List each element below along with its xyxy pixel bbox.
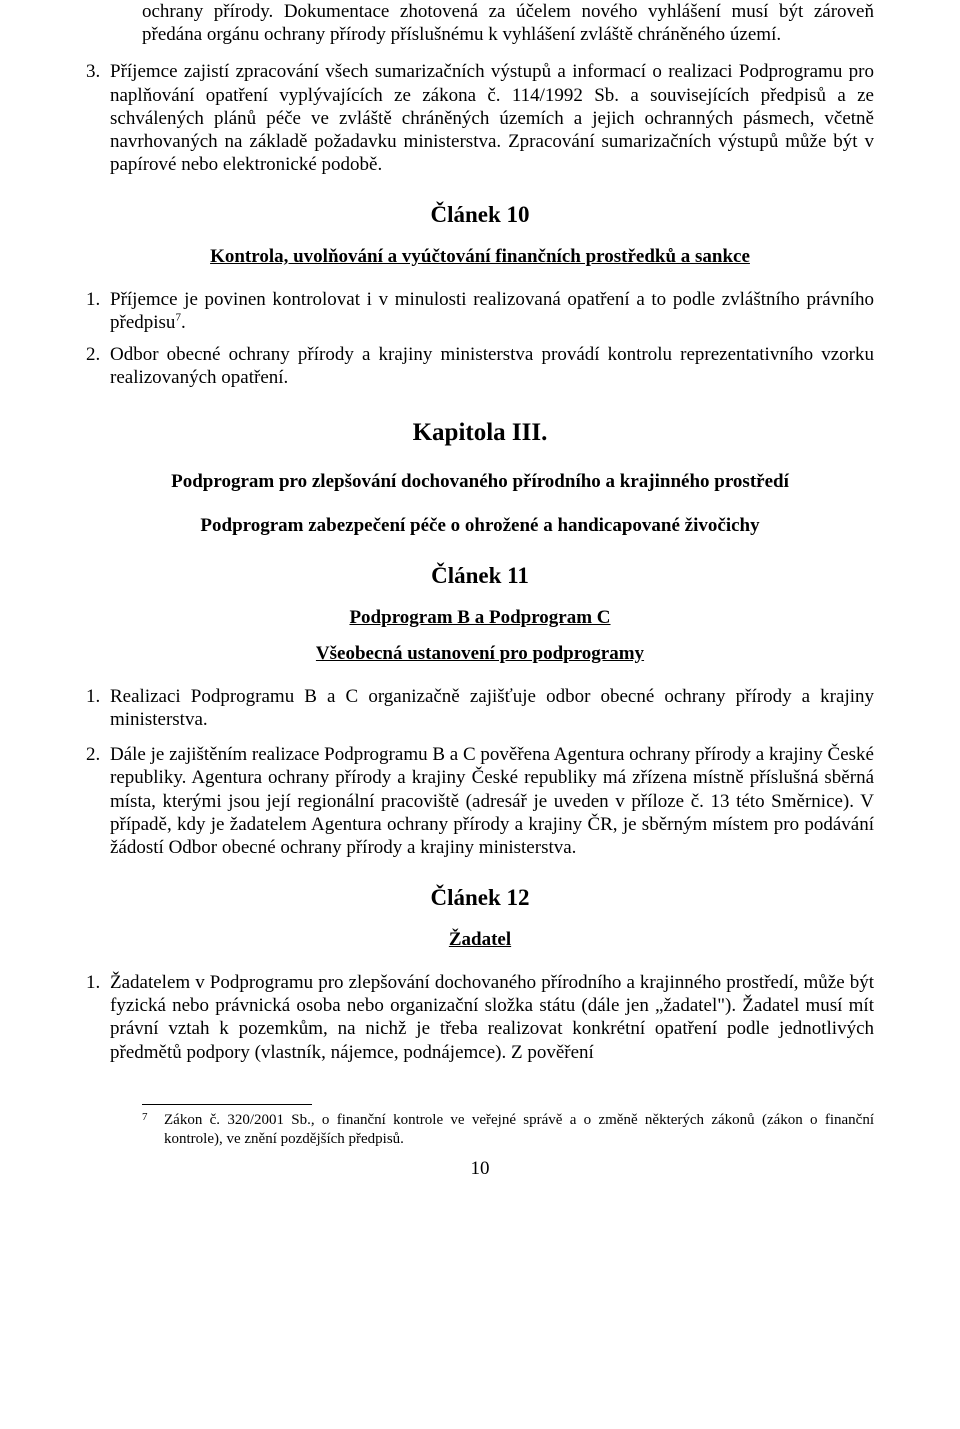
list-marker: 1.: [86, 971, 100, 994]
continuation-paragraph: ochrany přírody. Dokumentace zhotovená z…: [142, 0, 874, 46]
list-item-text: Realizaci Podprogramu B a C organizačně …: [110, 686, 874, 730]
chapter-3-heading: Kapitola III.: [86, 419, 874, 447]
article-10-subtitle: Kontrola, uvolňování a vyúčtování finanč…: [86, 246, 874, 268]
article-12-heading: Článek 12: [86, 885, 874, 911]
list-item-text: Odbor obecné ochrany přírody a krajiny m…: [110, 344, 874, 388]
footnote-text: Zákon č. 320/2001 Sb., o finanční kontro…: [164, 1112, 874, 1147]
text-part: .: [181, 312, 186, 333]
footnote-7: 7 Zákon č. 320/2001 Sb., o finanční kont…: [86, 1111, 874, 1149]
text-part: Příjemce je povinen kontrolovat i v minu…: [110, 289, 874, 333]
list-marker: 1.: [86, 685, 100, 708]
footnote-rule: [142, 1104, 312, 1105]
list-item-text: Dále je zajištěním realizace Podprogramu…: [110, 744, 874, 858]
chapter-3-line1: Podprogram pro zlepšování dochovaného př…: [86, 471, 874, 493]
article-11-sub2: Všeobecná ustanovení pro podprogramy: [86, 643, 874, 665]
article-11-heading: Článek 11: [86, 563, 874, 589]
list-item-text: Příjemce zajistí zpracování všech sumari…: [110, 61, 874, 175]
list-marker: 3.: [86, 60, 100, 83]
list-marker: 2.: [86, 343, 100, 366]
chapter-3-line2: Podprogram zabezpečení péče o ohrožené a…: [86, 515, 874, 537]
article-10-heading: Článek 10: [86, 202, 874, 228]
footnote-marker: 7: [142, 1111, 148, 1125]
list-marker: 1.: [86, 288, 100, 311]
list-item-text: Příjemce je povinen kontrolovat i v minu…: [110, 289, 874, 333]
article-11-sub1: Podprogram B a Podprogram C: [86, 607, 874, 629]
list-marker: 2.: [86, 743, 100, 766]
article-12-subtitle: Žadatel: [86, 929, 874, 951]
list-item-text: Žadatelem v Podprogramu pro zlepšování d…: [110, 972, 874, 1063]
page-number: 10: [86, 1158, 874, 1180]
